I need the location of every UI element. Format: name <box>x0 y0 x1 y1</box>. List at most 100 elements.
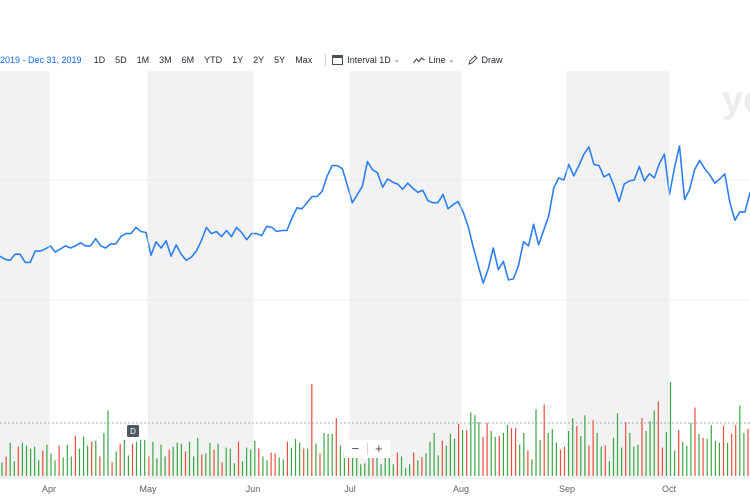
volume-bar <box>278 457 280 476</box>
period-2y-button[interactable]: 2Y <box>253 55 265 65</box>
volume-bar <box>604 445 606 476</box>
volume-bar <box>539 439 541 476</box>
volume-bar <box>612 437 615 476</box>
volume-bar <box>78 448 81 476</box>
volume-bar <box>409 464 411 477</box>
date-range-selector[interactable]: 2019 - Dec 31, 2019 <box>0 55 82 65</box>
period-3m-button[interactable]: 3M <box>159 55 172 65</box>
volume-bar <box>152 441 154 476</box>
volume-bar <box>315 443 317 476</box>
volume-bar <box>331 433 333 476</box>
volume-bar <box>433 432 435 476</box>
zoom-in-button[interactable]: + <box>374 441 383 456</box>
volume-bar <box>629 432 631 476</box>
volume-bar <box>417 460 419 476</box>
period-1y-button[interactable]: 1Y <box>232 55 244 65</box>
volume-bar <box>568 431 570 476</box>
volume-bar <box>743 432 745 476</box>
volume-bar <box>286 441 288 476</box>
volume-bar <box>87 445 89 476</box>
volume-bar <box>221 462 223 476</box>
volume-bar <box>633 446 635 476</box>
watermark-logo: yo <box>722 79 750 121</box>
period-5d-button[interactable]: 5D <box>115 55 127 65</box>
volume-bar <box>498 435 500 476</box>
volume-bar <box>384 453 386 476</box>
interval-dropdown[interactable]: Interval 1D ⌄ <box>332 55 400 65</box>
volume-bar <box>140 439 142 476</box>
volume-bar <box>127 455 129 476</box>
chevron-down-icon: ⌄ <box>448 57 455 64</box>
volume-bar <box>576 426 578 476</box>
period-1m-button[interactable]: 1M <box>136 55 150 65</box>
volume-bar <box>274 453 276 476</box>
volume-bar <box>246 447 248 476</box>
volume-bar <box>690 423 692 476</box>
volume-bar <box>519 444 521 476</box>
volume-bar <box>95 440 97 477</box>
volume-bar <box>62 457 64 476</box>
volume-bar <box>123 439 125 476</box>
volume-bar <box>5 456 7 476</box>
volume-bar <box>319 453 321 476</box>
price-gridlines <box>0 179 750 301</box>
volume-bar <box>135 441 138 476</box>
volume-bar <box>453 438 456 476</box>
volume-bar <box>160 444 162 476</box>
volume-bar <box>225 447 227 476</box>
volume-bar <box>372 445 374 476</box>
month-band <box>0 71 49 478</box>
month-band <box>148 71 253 478</box>
volume-bar <box>54 460 56 476</box>
volume-bar <box>649 421 651 476</box>
volume-bar <box>547 432 549 476</box>
volume-bar <box>747 429 749 476</box>
toolbar-divider <box>325 54 327 66</box>
volume-bar <box>718 442 720 476</box>
period-ytd-button[interactable]: YTD <box>204 55 223 65</box>
volume-bar <box>686 445 688 476</box>
zoom-controls: − + <box>344 440 390 458</box>
volume-bar <box>543 404 545 476</box>
volume-bar <box>262 456 264 476</box>
interval-value: 1D <box>379 55 391 65</box>
period-6m-button[interactable]: 6M <box>181 55 195 65</box>
draw-button[interactable]: Draw <box>467 55 503 65</box>
volume-bar <box>572 418 574 476</box>
period-1d-button[interactable]: 1D <box>93 55 106 65</box>
volume-bar <box>678 430 680 476</box>
volume-bar <box>449 433 451 476</box>
volume-bar <box>83 436 85 476</box>
period-5y-button[interactable]: 5Y <box>274 55 286 65</box>
dividend-marker[interactable]: D <box>127 425 139 437</box>
volume-bar <box>555 442 557 476</box>
volume-bar <box>702 437 704 476</box>
volume-bar <box>458 424 460 476</box>
volume-bar <box>254 440 256 477</box>
volume-bar <box>706 438 708 476</box>
zoom-out-button[interactable]: − <box>351 441 360 456</box>
volume-bar <box>30 448 32 476</box>
volume-bar <box>559 449 562 476</box>
volume-bar <box>523 432 525 476</box>
x-tick-label: Aug <box>453 484 469 494</box>
volume-bar <box>694 407 696 476</box>
volume-bar <box>180 443 182 476</box>
period-max-button[interactable]: Max <box>295 55 313 65</box>
volume-bar <box>421 457 423 476</box>
volume-bar <box>470 412 472 476</box>
volume-bar <box>99 456 101 476</box>
volume-bar <box>131 443 134 476</box>
volume-bar <box>115 451 117 476</box>
volume-bar <box>425 453 427 476</box>
volume-bar <box>641 418 643 476</box>
volume-bar <box>580 435 582 476</box>
chart-type-dropdown[interactable]: Line ⌄ <box>412 55 455 65</box>
pencil-icon <box>467 55 478 65</box>
volume-bar <box>217 443 219 476</box>
volume-bar <box>1 462 3 476</box>
volume-bar <box>229 448 231 476</box>
volume-bar <box>494 436 496 476</box>
volume-bar <box>213 449 215 476</box>
